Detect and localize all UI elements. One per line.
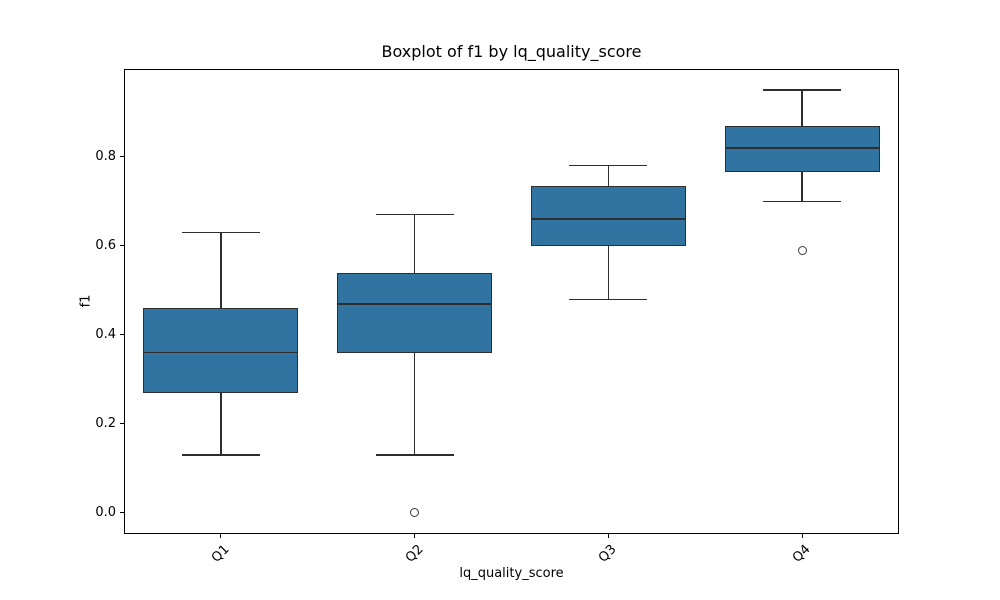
x-tick-label: Q2 (402, 542, 427, 566)
y-tick-label: 0.2 (95, 415, 116, 431)
x-tick-label: Q1 (208, 542, 233, 566)
y-tick-mark (120, 156, 124, 158)
x-tick-mark (414, 534, 416, 538)
y-tick-label: 0.4 (95, 326, 116, 342)
whisker-cap-lower (569, 298, 648, 300)
whisker-cap-upper (569, 165, 648, 167)
outlier-point (410, 508, 420, 518)
y-tick-mark (120, 334, 124, 336)
box (143, 308, 299, 393)
box (724, 125, 880, 173)
whisker-upper (607, 165, 610, 186)
median-line (337, 302, 493, 305)
median-line (143, 351, 299, 354)
y-tick-mark (120, 512, 124, 514)
whisker-lower (220, 392, 222, 455)
whisker-lower (413, 352, 416, 456)
whisker-lower (607, 245, 610, 300)
whisker-upper (413, 214, 416, 273)
y-tick-mark (120, 423, 124, 425)
whisker-cap-upper (375, 214, 454, 216)
x-axis-label: lq_quality_score (459, 566, 564, 581)
y-tick-mark (120, 245, 124, 247)
whisker-cap-lower (763, 200, 842, 203)
median-line (530, 218, 686, 220)
whisker-upper (220, 232, 222, 309)
y-tick-label: 0.6 (95, 237, 116, 253)
x-tick-mark (801, 534, 803, 538)
x-tick-mark (607, 534, 609, 538)
y-tick-label: 0.0 (95, 504, 116, 520)
whisker-cap-upper (181, 231, 260, 234)
y-axis-label: f1 (78, 294, 94, 308)
x-tick-label: Q3 (596, 542, 620, 566)
whisker-cap-lower (375, 454, 454, 456)
x-tick-label: Q4 (790, 542, 814, 566)
outlier-point (797, 245, 807, 255)
box (530, 185, 686, 246)
whisker-cap-lower (181, 454, 260, 456)
whisker-cap-upper (763, 89, 842, 91)
box (337, 272, 493, 353)
median-line (724, 147, 880, 149)
chart-title: Boxplot of f1 by lq_quality_score (381, 42, 642, 61)
y-tick-label: 0.8 (95, 148, 116, 164)
x-tick-mark (220, 534, 222, 538)
whisker-lower (801, 172, 803, 202)
whisker-upper (801, 90, 803, 126)
